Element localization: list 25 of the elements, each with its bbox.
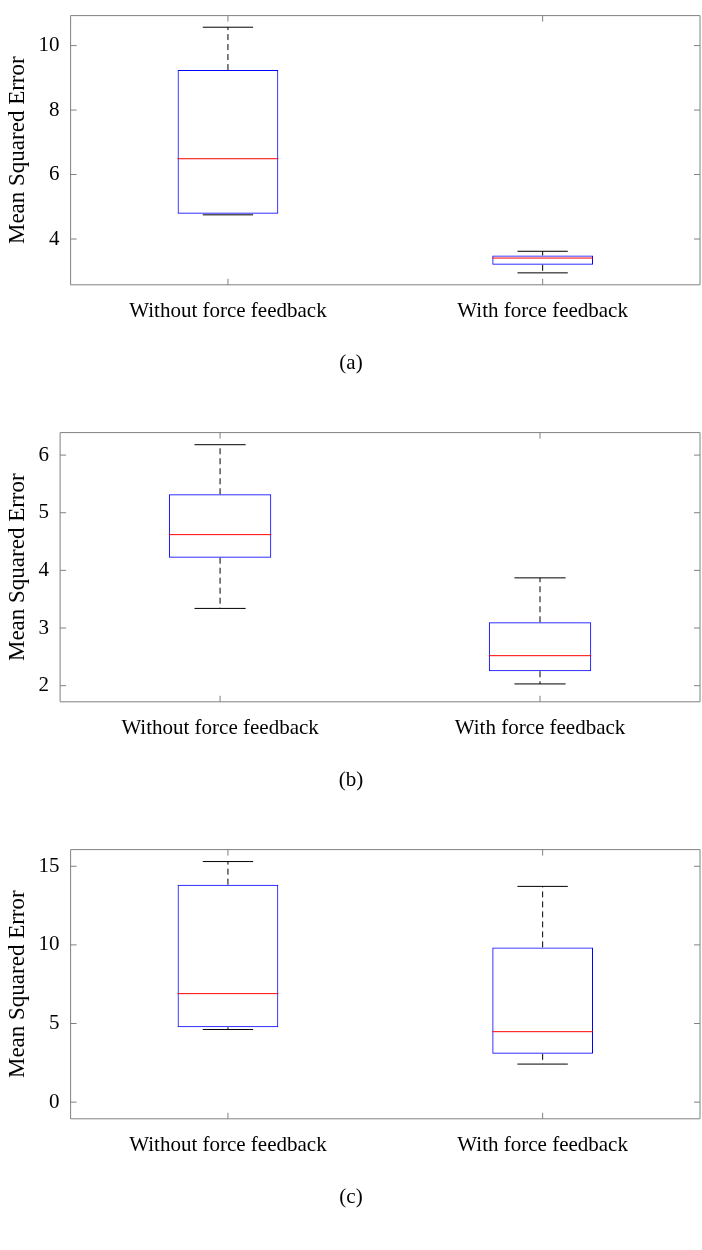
y-tick-label: 8 [49, 96, 60, 121]
y-axis-title: Mean Squared Error [3, 472, 29, 662]
y-tick-label: 6 [49, 161, 60, 186]
y-axis-title: Mean Squared Error [3, 889, 29, 1079]
x-tick-label: With force feedback [454, 714, 626, 739]
y-tick-label: 4 [38, 556, 50, 581]
text: (c) [338, 1184, 364, 1209]
y-tick-label: 2 [38, 672, 50, 697]
text: (a) [338, 350, 364, 375]
y-tick-label: 0 [49, 1088, 60, 1113]
x-tick-label: Without force feedback [121, 714, 320, 739]
x-tick-label: Without force feedback [129, 297, 328, 322]
y-tick-label: 15 [38, 852, 60, 877]
y-tick-label: 6 [38, 441, 50, 466]
x-tick-label: With force feedback [457, 297, 629, 322]
y-tick-label: 5 [49, 1010, 60, 1035]
x-tick-label: With force feedback [457, 1131, 629, 1156]
y-tick-label: 10 [38, 931, 60, 956]
x-tick-label: Without force feedback [129, 1131, 328, 1156]
y-tick-label: 4 [49, 225, 61, 250]
y-tick-label: 10 [38, 32, 60, 57]
y-tick-label: 3 [38, 614, 50, 639]
text: (b) [337, 767, 365, 792]
y-tick-label: 5 [38, 499, 50, 524]
y-axis-title: Mean Squared Error [3, 55, 29, 245]
